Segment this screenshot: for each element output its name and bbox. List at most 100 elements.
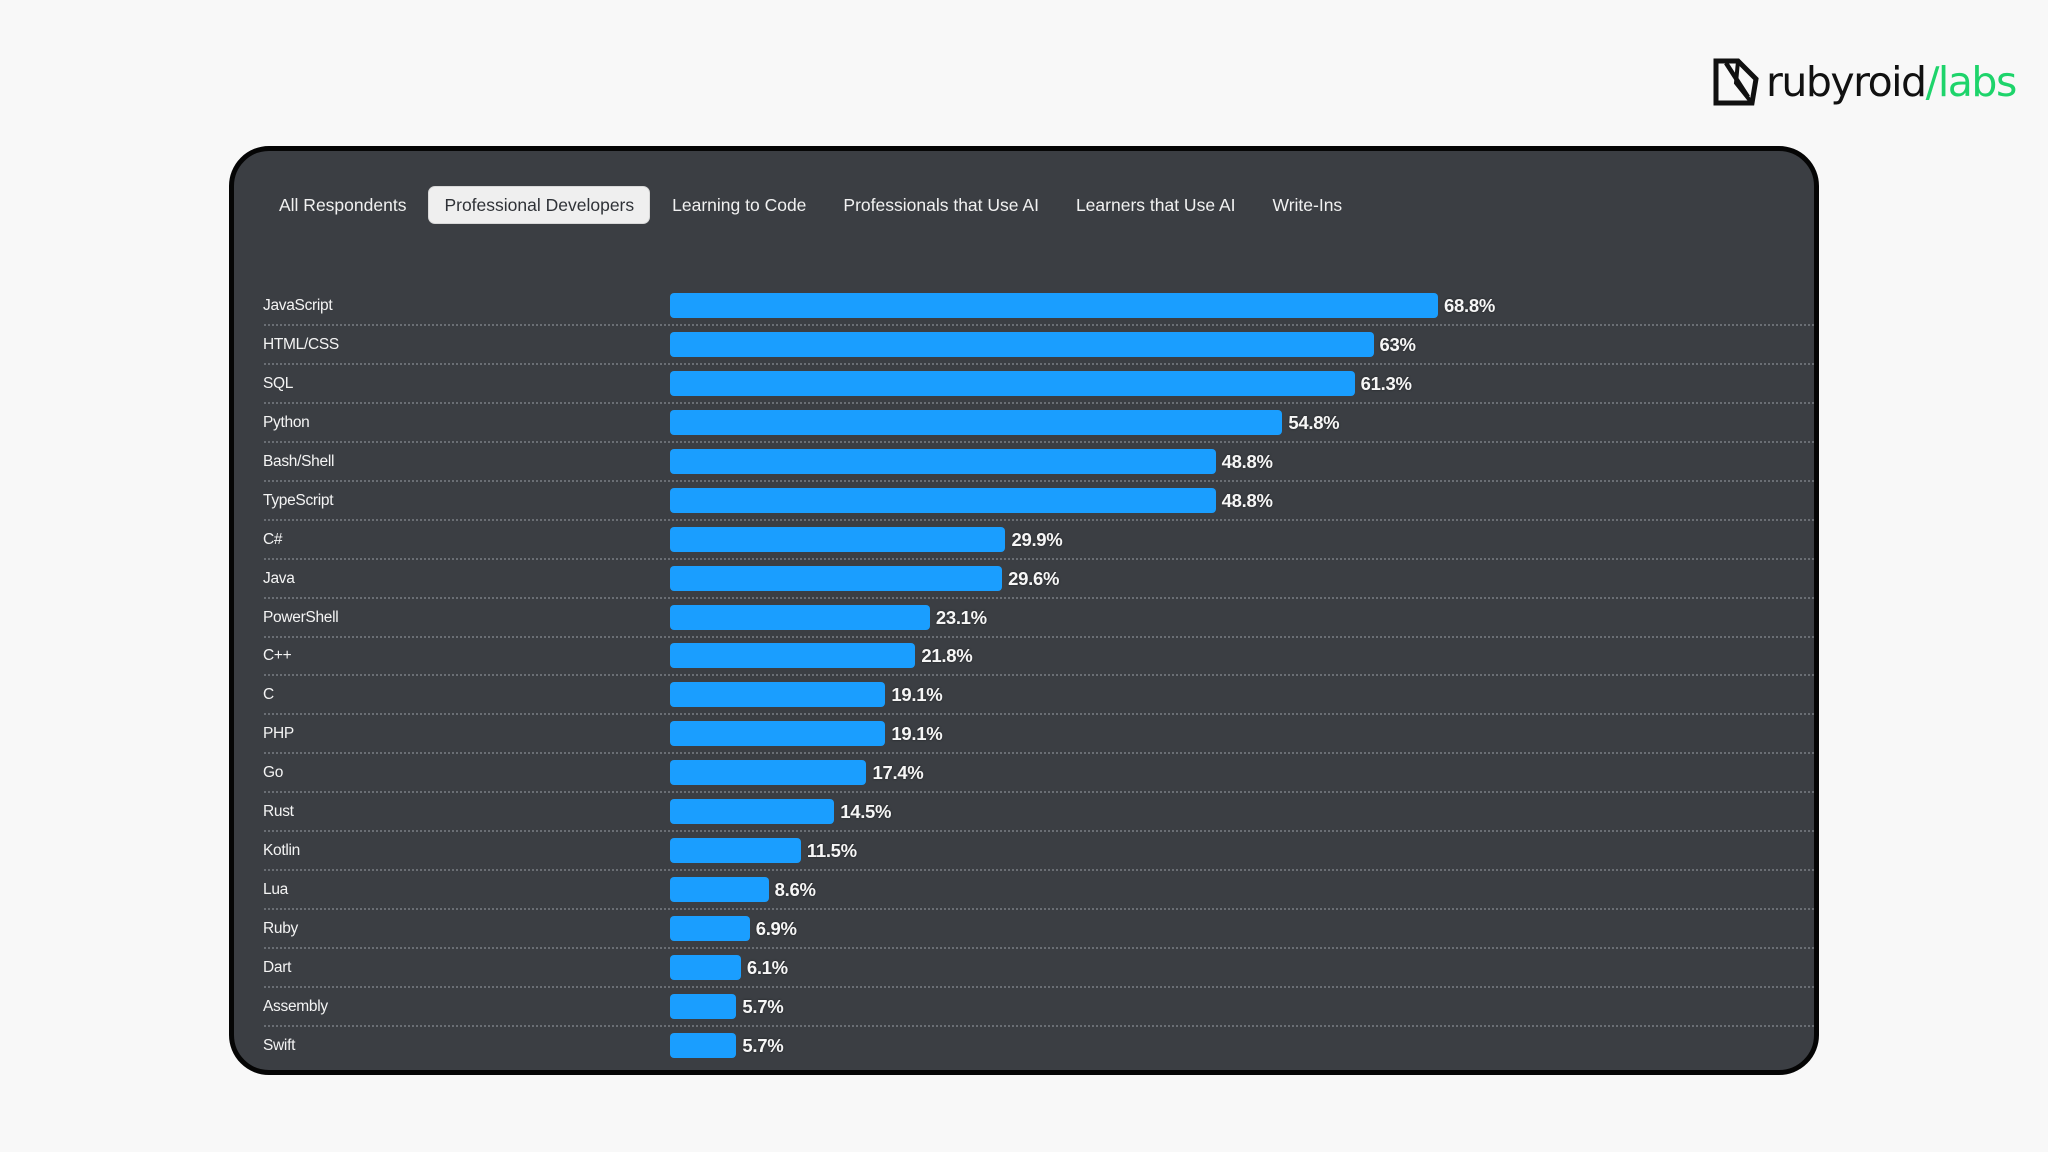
bar: [670, 993, 737, 1019]
value-label: 48.8%: [1221, 450, 1273, 472]
value-label: 6.9%: [755, 918, 797, 939]
row-separator: [264, 830, 1814, 833]
value-label: 54.8%: [1288, 411, 1340, 433]
bar: [670, 838, 801, 864]
respondent-tabs: All Respondents Professional Developers …: [264, 185, 1364, 225]
row-separator: [264, 752, 1814, 755]
logo-text-accent: /labs: [1925, 57, 2018, 106]
logo-text: rubyroid/labs: [1766, 61, 2017, 103]
bar: [670, 331, 1374, 357]
bar: [670, 643, 916, 669]
row-separator: [264, 635, 1814, 638]
bar-chart: JavaScript 68.8% HTML/CSS 63% SQL 61.3% Python…: [234, 291, 1814, 1070]
category-label: Dart: [263, 958, 292, 976]
row-separator: [264, 362, 1814, 365]
category-label: Swift: [263, 1036, 296, 1054]
value-label: 5.7%: [742, 995, 784, 1017]
bar: [670, 877, 769, 903]
chart-row: Java 29.6%: [234, 564, 1814, 603]
category-label: PowerShell: [263, 608, 339, 626]
value-label: 6.1%: [746, 956, 788, 978]
chart-row: PHP 19.1%: [234, 719, 1814, 758]
value-label: 29.9%: [1011, 528, 1063, 550]
tab-learners-that-use-ai[interactable]: Learners that Use AI: [1075, 195, 1236, 215]
bar: [670, 799, 835, 825]
category-label: PHP: [263, 725, 294, 743]
category-label: Go: [263, 764, 284, 782]
bar: [670, 565, 1003, 591]
tab-learning-to-code[interactable]: Learning to Code: [672, 195, 807, 215]
value-label: 5.7%: [742, 1034, 784, 1056]
value-label: 63%: [1379, 333, 1416, 355]
chart-row: SQL 61.3%: [234, 369, 1814, 408]
category-label: Bash/Shell: [263, 452, 335, 470]
category-label: TypeScript: [263, 491, 334, 509]
row-separator: [264, 985, 1814, 988]
value-label: 48.8%: [1221, 489, 1273, 511]
value-label: 21.8%: [921, 645, 973, 667]
row-separator: [264, 596, 1814, 599]
bar: [670, 760, 867, 786]
chart-row: Rust 14.5%: [234, 797, 1814, 836]
chart-row: Ruby 6.9%: [234, 914, 1814, 953]
rubyroid-gem-icon: [1713, 58, 1759, 106]
category-label: C#: [263, 530, 283, 548]
category-label: Java: [263, 569, 295, 587]
chart-row: C# 29.9%: [234, 525, 1814, 564]
row-separator: [264, 947, 1814, 949]
chart-row: Go 17.4%: [234, 758, 1814, 797]
value-label: 11.5%: [806, 840, 857, 862]
row-separator: [264, 440, 1814, 443]
chart-row: Swift 5.7%: [234, 1031, 1814, 1070]
bar: [670, 370, 1355, 396]
chart-row: TypeScript 48.8%: [234, 486, 1814, 525]
value-label: 8.6%: [774, 879, 816, 901]
bar: [670, 682, 886, 708]
bar: [670, 448, 1216, 474]
chart-row: Kotlin 11.5%: [234, 836, 1814, 875]
bar: [670, 604, 930, 630]
value-label: 14.5%: [840, 801, 892, 823]
value-label: 19.1%: [891, 723, 943, 745]
row-separator: [264, 479, 1814, 482]
bar: [670, 954, 741, 980]
category-label: SQL: [263, 374, 294, 392]
bar: [670, 1032, 737, 1058]
category-label: HTML/CSS: [263, 335, 339, 353]
chart-row: Python 54.8%: [234, 408, 1814, 447]
category-label: Rust: [263, 803, 294, 821]
chart-row: Bash/Shell 48.8%: [234, 447, 1814, 486]
value-label: 68.8%: [1444, 295, 1496, 316]
bar: [670, 526, 1006, 552]
logo-text-main: rubyroid: [1766, 57, 1927, 106]
tab-write-ins[interactable]: Write-Ins: [1272, 195, 1343, 215]
category-label: JavaScript: [263, 297, 333, 314]
tab-professional-developers[interactable]: Professional Developers: [428, 186, 651, 224]
chart-card: All Respondents Professional Developers …: [229, 146, 1819, 1075]
row-separator: [264, 791, 1814, 794]
tab-all-respondents[interactable]: All Respondents: [279, 195, 407, 215]
category-label: Lua: [263, 881, 288, 899]
chart-row: JavaScript 68.8%: [234, 291, 1814, 330]
category-label: Kotlin: [263, 842, 300, 860]
bar: [670, 409, 1283, 435]
row-separator: [264, 557, 1814, 560]
category-label: C++: [263, 647, 292, 665]
chart-row: HTML/CSS 63%: [234, 330, 1814, 369]
category-label: Python: [263, 413, 310, 431]
value-label: 19.1%: [891, 684, 943, 706]
chart-row: Assembly 5.7%: [234, 992, 1814, 1031]
value-label: 29.6%: [1008, 567, 1060, 589]
tab-professionals-that-use-ai[interactable]: Professionals that Use AI: [843, 195, 1039, 215]
logo: rubyroid/labs: [1712, 56, 2017, 108]
row-separator: [264, 401, 1814, 404]
chart-row: C 19.1%: [234, 680, 1814, 719]
bar: [670, 721, 886, 747]
row-separator: [264, 324, 1814, 326]
row-separator: [264, 908, 1814, 911]
chart-row: Lua 8.6%: [234, 875, 1814, 914]
value-label: 23.1%: [935, 606, 987, 628]
row-separator: [264, 674, 1814, 677]
value-label: 61.3%: [1360, 372, 1412, 394]
bar: [670, 916, 750, 941]
